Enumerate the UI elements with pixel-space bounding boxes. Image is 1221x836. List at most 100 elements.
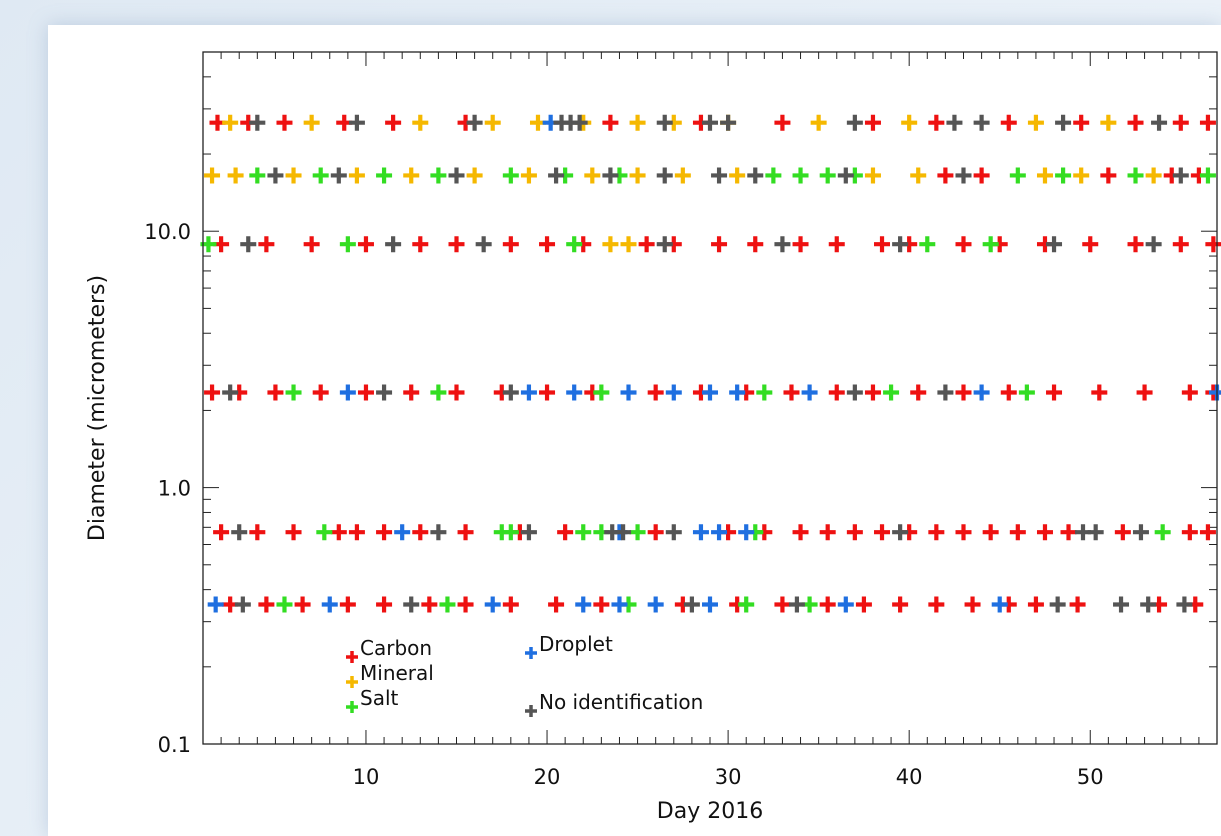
point-carbon bbox=[249, 524, 266, 541]
point-no-identification bbox=[231, 524, 248, 541]
point-no-identification bbox=[615, 524, 632, 541]
point-no-identification bbox=[1087, 524, 1104, 541]
point-no-identification bbox=[711, 167, 728, 184]
point-carbon bbox=[602, 114, 619, 131]
point-no-identification bbox=[656, 236, 673, 253]
point-mineral bbox=[629, 167, 646, 184]
point-mineral bbox=[629, 114, 646, 131]
x-tick-label: 30 bbox=[715, 765, 742, 789]
legend-label-salt: Salt bbox=[360, 686, 399, 710]
point-no-identification bbox=[1172, 167, 1189, 184]
point-salt bbox=[316, 524, 333, 541]
point-no-identification bbox=[747, 167, 764, 184]
point-droplet bbox=[647, 596, 664, 613]
point-droplet bbox=[665, 384, 682, 401]
chart-card bbox=[48, 25, 1221, 836]
point-carbon bbox=[828, 236, 845, 253]
point-carbon bbox=[864, 114, 881, 131]
point-mineral bbox=[1145, 167, 1162, 184]
point-carbon bbox=[258, 596, 275, 613]
point-no-identification bbox=[720, 114, 737, 131]
point-carbon bbox=[955, 524, 972, 541]
legend-label-droplet: Droplet bbox=[539, 632, 613, 656]
x-tick-label: 20 bbox=[534, 765, 561, 789]
point-carbon bbox=[376, 596, 393, 613]
point-mineral bbox=[303, 114, 320, 131]
point-droplet bbox=[566, 384, 583, 401]
point-no-identification bbox=[571, 114, 588, 131]
legend-marker-salt bbox=[346, 701, 358, 713]
point-mineral bbox=[584, 167, 601, 184]
point-carbon bbox=[502, 596, 519, 613]
point-carbon bbox=[403, 384, 420, 401]
point-mineral bbox=[222, 114, 239, 131]
point-no-identification bbox=[1140, 596, 1157, 613]
point-no-identification bbox=[240, 236, 257, 253]
point-mineral bbox=[1027, 114, 1044, 131]
point-carbon bbox=[937, 167, 954, 184]
point-no-identification bbox=[1113, 596, 1130, 613]
point-carbon bbox=[1181, 524, 1198, 541]
point-carbon bbox=[1127, 236, 1144, 253]
point-salt bbox=[1154, 524, 1171, 541]
point-carbon bbox=[774, 114, 791, 131]
point-carbon bbox=[1069, 596, 1086, 613]
point-carbon bbox=[312, 384, 329, 401]
point-no-identification bbox=[330, 167, 347, 184]
point-salt bbox=[575, 524, 592, 541]
point-carbon bbox=[955, 384, 972, 401]
y-tick-label: 10.0 bbox=[144, 220, 191, 244]
point-salt bbox=[502, 167, 519, 184]
point-salt bbox=[982, 236, 999, 253]
point-carbon bbox=[982, 524, 999, 541]
point-no-identification bbox=[475, 236, 492, 253]
legend-marker-droplet bbox=[525, 647, 537, 659]
point-no-identification bbox=[234, 596, 251, 613]
point-droplet bbox=[520, 384, 537, 401]
point-no-identification bbox=[892, 236, 909, 253]
point-salt bbox=[593, 384, 610, 401]
point-carbon bbox=[258, 236, 275, 253]
point-carbon bbox=[828, 384, 845, 401]
point-carbon bbox=[548, 596, 565, 613]
plot-frame bbox=[202, 51, 1218, 745]
y-tick-label: 1.0 bbox=[158, 477, 191, 501]
point-salt bbox=[756, 384, 773, 401]
point-droplet bbox=[738, 524, 755, 541]
point-droplet bbox=[991, 596, 1008, 613]
point-no-identification bbox=[502, 384, 519, 401]
legend-marker-mineral bbox=[346, 676, 358, 688]
point-carbon bbox=[357, 384, 374, 401]
point-carbon bbox=[457, 524, 474, 541]
point-carbon bbox=[973, 167, 990, 184]
point-mineral bbox=[910, 167, 927, 184]
point-no-identification bbox=[937, 384, 954, 401]
point-mineral bbox=[620, 236, 637, 253]
point-no-identification bbox=[249, 114, 266, 131]
point-carbon bbox=[1036, 524, 1053, 541]
point-no-identification bbox=[702, 114, 718, 131]
point-no-identification bbox=[656, 114, 673, 131]
point-carbon bbox=[412, 236, 429, 253]
point-salt bbox=[339, 236, 356, 253]
legend-item-salt: Salt bbox=[346, 686, 399, 713]
point-mineral bbox=[403, 167, 420, 184]
point-carbon bbox=[819, 524, 836, 541]
point-carbon bbox=[1199, 524, 1216, 541]
point-carbon bbox=[285, 524, 302, 541]
point-carbon bbox=[774, 596, 791, 613]
point-carbon bbox=[874, 236, 891, 253]
legend: Carbon Mineral Salt Droplet No identific… bbox=[346, 632, 703, 717]
point-no-identification bbox=[665, 524, 682, 541]
point-droplet bbox=[484, 596, 501, 613]
point-mineral bbox=[484, 114, 501, 131]
point-carbon bbox=[1060, 524, 1077, 541]
point-carbon bbox=[955, 236, 972, 253]
legend-marker-no-identification bbox=[525, 705, 537, 717]
legend-item-droplet: Droplet bbox=[525, 632, 613, 659]
point-carbon bbox=[1114, 524, 1131, 541]
point-salt bbox=[285, 384, 302, 401]
point-mineral bbox=[1036, 167, 1053, 184]
point-carbon bbox=[348, 524, 365, 541]
